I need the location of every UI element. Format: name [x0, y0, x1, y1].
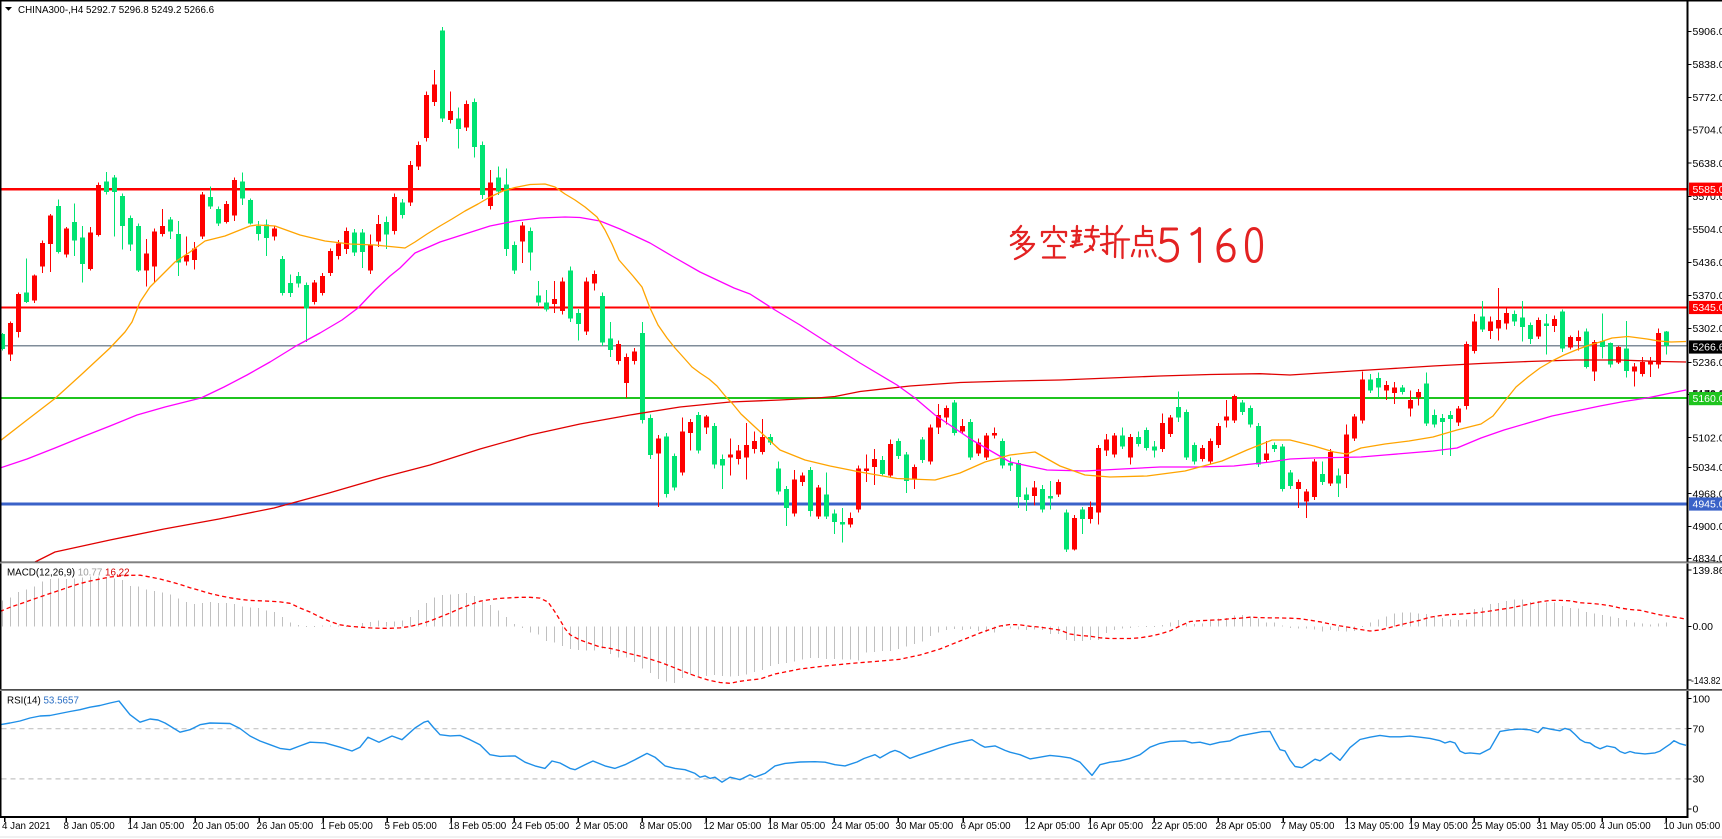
svg-text:18 Feb 05:00: 18 Feb 05:00	[449, 821, 507, 832]
svg-text:25 May 05:00: 25 May 05:00	[1472, 821, 1532, 832]
svg-text:5345.0: 5345.0	[1693, 302, 1722, 314]
svg-text:0: 0	[1693, 803, 1699, 815]
svg-text:5838.0: 5838.0	[1693, 59, 1722, 71]
svg-text:20 Jan 05:00: 20 Jan 05:00	[193, 821, 250, 832]
svg-text:4 Jan 2021: 4 Jan 2021	[2, 821, 50, 832]
svg-text:24 Mar 05:00: 24 Mar 05:00	[832, 821, 890, 832]
svg-text:1 Feb 05:00: 1 Feb 05:00	[321, 821, 374, 832]
svg-text:5 Feb 05:00: 5 Feb 05:00	[385, 821, 438, 832]
svg-text:4968.0: 4968.0	[1693, 488, 1722, 500]
svg-text:6 Apr 05:00: 6 Apr 05:00	[961, 821, 1012, 832]
svg-text:5370.0: 5370.0	[1693, 290, 1722, 302]
svg-text:4900.0: 4900.0	[1693, 521, 1722, 533]
svg-text:4 Jun 05:00: 4 Jun 05:00	[1600, 821, 1652, 832]
svg-text:100: 100	[1693, 693, 1711, 705]
svg-text:12 Mar 05:00: 12 Mar 05:00	[704, 821, 762, 832]
svg-text:5638.0: 5638.0	[1693, 158, 1722, 170]
svg-text:24 Feb 05:00: 24 Feb 05:00	[512, 821, 570, 832]
svg-text:5504.0: 5504.0	[1693, 224, 1722, 236]
svg-text:4945.0: 4945.0	[1693, 499, 1722, 511]
svg-text:28 Apr 05:00: 28 Apr 05:00	[1216, 821, 1272, 832]
svg-text:139.86: 139.86	[1693, 565, 1722, 577]
svg-text:RSI(14) 53.5657: RSI(14) 53.5657	[7, 696, 79, 707]
svg-text:30: 30	[1693, 774, 1705, 786]
svg-text:19 May 05:00: 19 May 05:00	[1409, 821, 1469, 832]
svg-text:5436.0: 5436.0	[1693, 257, 1722, 269]
svg-text:5585.0: 5585.0	[1693, 184, 1722, 196]
svg-text:-143.82: -143.82	[1691, 675, 1721, 687]
svg-text:8 Mar 05:00: 8 Mar 05:00	[640, 821, 693, 832]
svg-text:7 May 05:00: 7 May 05:00	[1281, 821, 1335, 832]
svg-text:18 Mar 05:00: 18 Mar 05:00	[768, 821, 826, 832]
svg-text:31 May 05:00: 31 May 05:00	[1537, 821, 1597, 832]
svg-text:5236.0: 5236.0	[1693, 357, 1722, 369]
svg-text:5302.0: 5302.0	[1693, 323, 1722, 335]
svg-text:30 Mar 05:00: 30 Mar 05:00	[896, 821, 954, 832]
svg-text:4834.0: 4834.0	[1693, 553, 1722, 565]
svg-text:12 Apr 05:00: 12 Apr 05:00	[1025, 821, 1081, 832]
svg-text:26 Jan 05:00: 26 Jan 05:00	[257, 821, 314, 832]
svg-text:5906.0: 5906.0	[1693, 26, 1722, 38]
svg-text:8 Jan 05:00: 8 Jan 05:00	[64, 821, 116, 832]
svg-text:10 Jun 05:00: 10 Jun 05:00	[1664, 821, 1721, 832]
svg-text:MACD(12,26,9) 10.77 16.22: MACD(12,26,9) 10.77 16.22	[7, 568, 130, 579]
svg-text:5772.0: 5772.0	[1693, 92, 1722, 104]
svg-text:14 Jan 05:00: 14 Jan 05:00	[128, 821, 185, 832]
svg-text:CHINA300-,H4 5292.7 5296.8 52: CHINA300-,H4 5292.7 5296.8 5249.2 5266.6	[18, 5, 215, 16]
svg-text:2 Mar 05:00: 2 Mar 05:00	[576, 821, 629, 832]
svg-text:5034.0: 5034.0	[1693, 462, 1722, 474]
svg-text:5266.6: 5266.6	[1693, 342, 1722, 354]
svg-text:70: 70	[1693, 723, 1705, 735]
svg-text:0.00: 0.00	[1693, 621, 1714, 633]
svg-text:5160.0: 5160.0	[1693, 393, 1722, 405]
svg-text:5704.0: 5704.0	[1693, 125, 1722, 137]
svg-text:22 Apr 05:00: 22 Apr 05:00	[1152, 821, 1208, 832]
svg-text:13 May 05:00: 13 May 05:00	[1345, 821, 1405, 832]
svg-text:5102.0: 5102.0	[1693, 432, 1722, 444]
svg-text:16 Apr 05:00: 16 Apr 05:00	[1088, 821, 1144, 832]
